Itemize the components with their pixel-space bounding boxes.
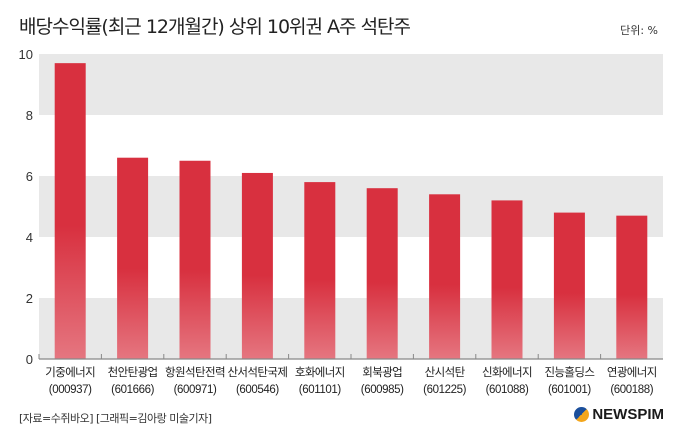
unit-label: 단위: %: [620, 24, 658, 37]
bar: [616, 215, 648, 359]
y-tick-label: 0: [26, 352, 33, 367]
x-category-label: 항원석탄전력: [165, 365, 225, 379]
x-code-label: (600971): [174, 384, 217, 396]
y-tick-label: 6: [26, 169, 33, 184]
chart-title: 배당수익률(최근 12개월간) 상위 10위권 A주 석탄주: [19, 16, 411, 38]
bar: [117, 157, 149, 359]
newspim-logo: NEWSPIM: [574, 406, 664, 423]
x-code-label: (000937): [49, 384, 92, 396]
x-code-label: (600546): [236, 384, 279, 396]
x-code-label: (601101): [299, 384, 342, 396]
x-category-label: 진능홀딩스: [544, 365, 594, 379]
x-category-label: 회북광업: [362, 365, 402, 379]
x-category-label: 기중에너지: [45, 365, 95, 379]
y-tick-label: 8: [26, 108, 33, 123]
logo-icon: [574, 407, 590, 422]
x-code-label: (601225): [423, 384, 466, 396]
x-code-label: (601001): [548, 384, 591, 396]
logo-text: NEWSPIM: [592, 406, 664, 423]
x-category-label: 호화에너지: [295, 365, 345, 379]
y-tick-label: 4: [26, 230, 33, 245]
source-credit: [자료=수쥐바오] [그래픽=김아랑 미술기자]: [19, 412, 212, 425]
bar: [553, 212, 585, 359]
bar: [54, 63, 86, 360]
bar: [366, 188, 398, 359]
grid-band: [39, 54, 663, 115]
x-category-label: 산시석탄: [425, 365, 466, 379]
bar: [304, 182, 336, 359]
x-category-label: 신화에너지: [482, 365, 532, 379]
x-category-label: 산서석탄국제: [227, 365, 287, 379]
x-category-label: 연광에너지: [607, 365, 657, 379]
x-code-label: (601666): [111, 384, 154, 396]
bar: [491, 200, 523, 359]
x-category-label: 천안탄광업: [108, 365, 158, 379]
bar: [241, 172, 273, 359]
y-tick-label: 2: [26, 291, 33, 306]
x-code-label: (600985): [361, 384, 404, 396]
x-code-label: (600188): [610, 384, 653, 396]
x-code-label: (601088): [486, 384, 529, 396]
bar: [179, 160, 211, 359]
y-tick-label: 10: [19, 47, 33, 62]
bar: [429, 194, 461, 359]
